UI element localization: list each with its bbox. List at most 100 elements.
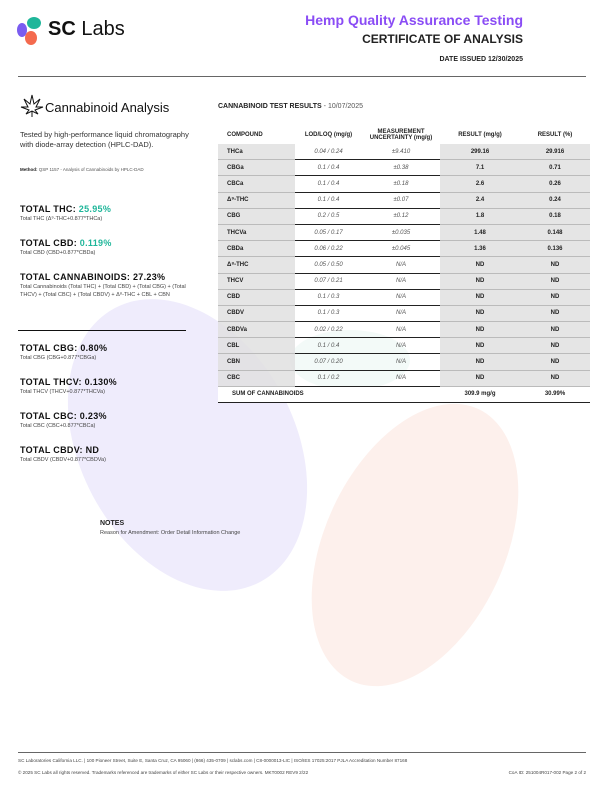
cell: 0.1 / 0.3 xyxy=(295,289,362,306)
cell: 7.1 xyxy=(440,159,520,177)
notes-text: Reason for Amendment: Order Detail Infor… xyxy=(100,530,241,536)
cell: N/A xyxy=(362,337,440,355)
cell: CBG xyxy=(218,208,295,225)
table-row: CBN 0.07 / 0.20 N/A ND ND xyxy=(218,353,590,371)
cell: 0.02 / 0.22 xyxy=(295,321,362,339)
total-heading: TOTAL CANNABINOIDS: 27.23% xyxy=(20,272,166,282)
table-row: CBD 0.1 / 0.3 N/A ND ND xyxy=(218,289,590,306)
method: Method: QSP 1157 - Analysis of Cannabino… xyxy=(20,167,144,172)
cell: 0.71 xyxy=(520,159,590,177)
footer-coa-id: CoA ID: 251004R017-002 Page 2 of 2 xyxy=(508,770,586,775)
cell: ±9.410 xyxy=(362,144,440,161)
cell: 0.07 / 0.20 xyxy=(295,353,362,371)
cell: ND xyxy=(520,305,590,323)
report-title: Hemp Quality Assurance Testing xyxy=(305,12,523,28)
results-title: CANNABINOID TEST RESULTS - 10/07/2025 xyxy=(218,103,363,110)
col-header: MEASUREMENT UNCERTAINTY (mg/g) xyxy=(369,128,433,141)
cell: 0.1 / 0.4 xyxy=(295,159,362,177)
cell: ±0.07 xyxy=(362,192,440,209)
cell: 0.05 / 0.50 xyxy=(295,256,362,274)
cell: ND xyxy=(520,256,590,274)
col-header: COMPOUND xyxy=(227,131,263,138)
cell: CBN xyxy=(218,353,295,371)
method-description: Tested by high-performance liquid chroma… xyxy=(20,130,189,149)
cell: 0.1 / 0.4 xyxy=(295,175,362,193)
cell: THCV xyxy=(218,273,295,290)
cell: ND xyxy=(520,337,590,355)
cell: CBDVa xyxy=(218,321,295,339)
cell: CBDV xyxy=(218,305,295,323)
cell: CBCa xyxy=(218,175,295,193)
cell: ±0.12 xyxy=(362,208,440,225)
cannabis-leaf-icon xyxy=(20,94,44,117)
cell: CBL xyxy=(218,337,295,355)
sum-pct: 30.99% xyxy=(520,386,590,404)
report-subtitle: CERTIFICATE OF ANALYSIS xyxy=(362,32,523,46)
date-issued: DATE ISSUED 12/30/2025 xyxy=(439,56,523,63)
cell: ND xyxy=(440,273,520,290)
cell: ND xyxy=(520,353,590,371)
cell: ND xyxy=(520,289,590,306)
total-formula: Total CBD (CBD+0.877*CBDa) xyxy=(20,250,96,256)
cell: 0.18 xyxy=(520,208,590,225)
cell: Δ⁹-THC xyxy=(218,192,295,209)
cell: N/A xyxy=(362,289,440,306)
cell: 29.916 xyxy=(520,144,590,161)
sc-labs-logo-icon xyxy=(17,17,41,45)
table-row: Δ⁹-THC 0.1 / 0.4 ±0.07 2.4 0.24 xyxy=(218,192,590,209)
cell: ND xyxy=(440,305,520,323)
cell: 0.1 / 0.4 xyxy=(295,192,362,209)
cell: Δ⁸-THC xyxy=(218,256,295,274)
cell: N/A xyxy=(362,256,440,274)
table-row: CBC 0.1 / 0.2 N/A ND ND xyxy=(218,370,590,387)
total-formula: Total CBC (CBC+0.877*CBCa) xyxy=(20,423,96,429)
cell: ND xyxy=(440,289,520,306)
cell: 0.1 / 0.4 xyxy=(295,337,362,355)
table-row: THCVa 0.05 / 0.17 ±0.035 1.48 0.148 xyxy=(218,224,590,242)
total-formula: Total THC (Δ⁹-THC+0.877*THCa) xyxy=(20,216,103,222)
cell: ND xyxy=(440,353,520,371)
cell: N/A xyxy=(362,370,440,387)
section-title: Cannabinoid Analysis xyxy=(45,100,170,115)
cell: N/A xyxy=(362,273,440,290)
total-heading: TOTAL CBDV: ND xyxy=(20,445,100,455)
cell: 0.26 xyxy=(520,175,590,193)
footer-address: SC Laboratories California LLC. | 100 Pi… xyxy=(18,758,408,763)
cell: 0.1 / 0.3 xyxy=(295,305,362,323)
cell: 0.2 / 0.5 xyxy=(295,208,362,225)
cell: CBC xyxy=(218,370,295,387)
total-formula: Total THCV (THCV+0.877*THCVa) xyxy=(20,389,105,395)
total-formula: Total Cannabinoids (Total THC) + (Total … xyxy=(20,284,186,298)
cell: 0.136 xyxy=(520,240,590,258)
cell: ND xyxy=(440,370,520,387)
cell: CBD xyxy=(218,289,295,306)
col-header: RESULT (mg/g) xyxy=(458,131,502,138)
total-heading: TOTAL CBG: 0.80% xyxy=(20,343,108,353)
decor-blob xyxy=(270,371,560,719)
table-row: CBGa 0.1 / 0.4 ±0.38 7.1 0.71 xyxy=(218,159,590,177)
cell: 0.07 / 0.21 xyxy=(295,273,362,290)
table-row: CBDa 0.06 / 0.22 ±0.045 1.36 0.136 xyxy=(218,240,590,258)
cell: CBGa xyxy=(218,159,295,177)
cell: 0.05 / 0.17 xyxy=(295,224,362,242)
cell: THCVa xyxy=(218,224,295,242)
divider xyxy=(18,752,586,753)
footer-copyright: © 2025 SC Labs all rights reserved. Trad… xyxy=(18,770,309,775)
notes-title: NOTES xyxy=(100,520,125,527)
total-heading: TOTAL CBD: 0.119% xyxy=(20,238,112,248)
cell: 2.4 xyxy=(440,192,520,209)
cell: ±0.18 xyxy=(362,175,440,193)
cell: 1.36 xyxy=(440,240,520,258)
table-row: Δ⁸-THC 0.05 / 0.50 N/A ND ND xyxy=(218,256,590,274)
total-heading: TOTAL THC: 25.95% xyxy=(20,204,112,214)
total-heading: TOTAL THCV: 0.130% xyxy=(20,377,117,387)
cell: 0.148 xyxy=(520,224,590,242)
cell: ND xyxy=(440,321,520,339)
cell: 0.06 / 0.22 xyxy=(295,240,362,258)
cell: 2.6 xyxy=(440,175,520,193)
cell: N/A xyxy=(362,321,440,339)
brand-logo: SC Labs xyxy=(48,18,125,40)
sum-row: SUM OF CANNABINOIDS 309.9 mg/g 30.99% xyxy=(218,386,590,404)
table-row: CBL 0.1 / 0.4 N/A ND ND xyxy=(218,337,590,355)
